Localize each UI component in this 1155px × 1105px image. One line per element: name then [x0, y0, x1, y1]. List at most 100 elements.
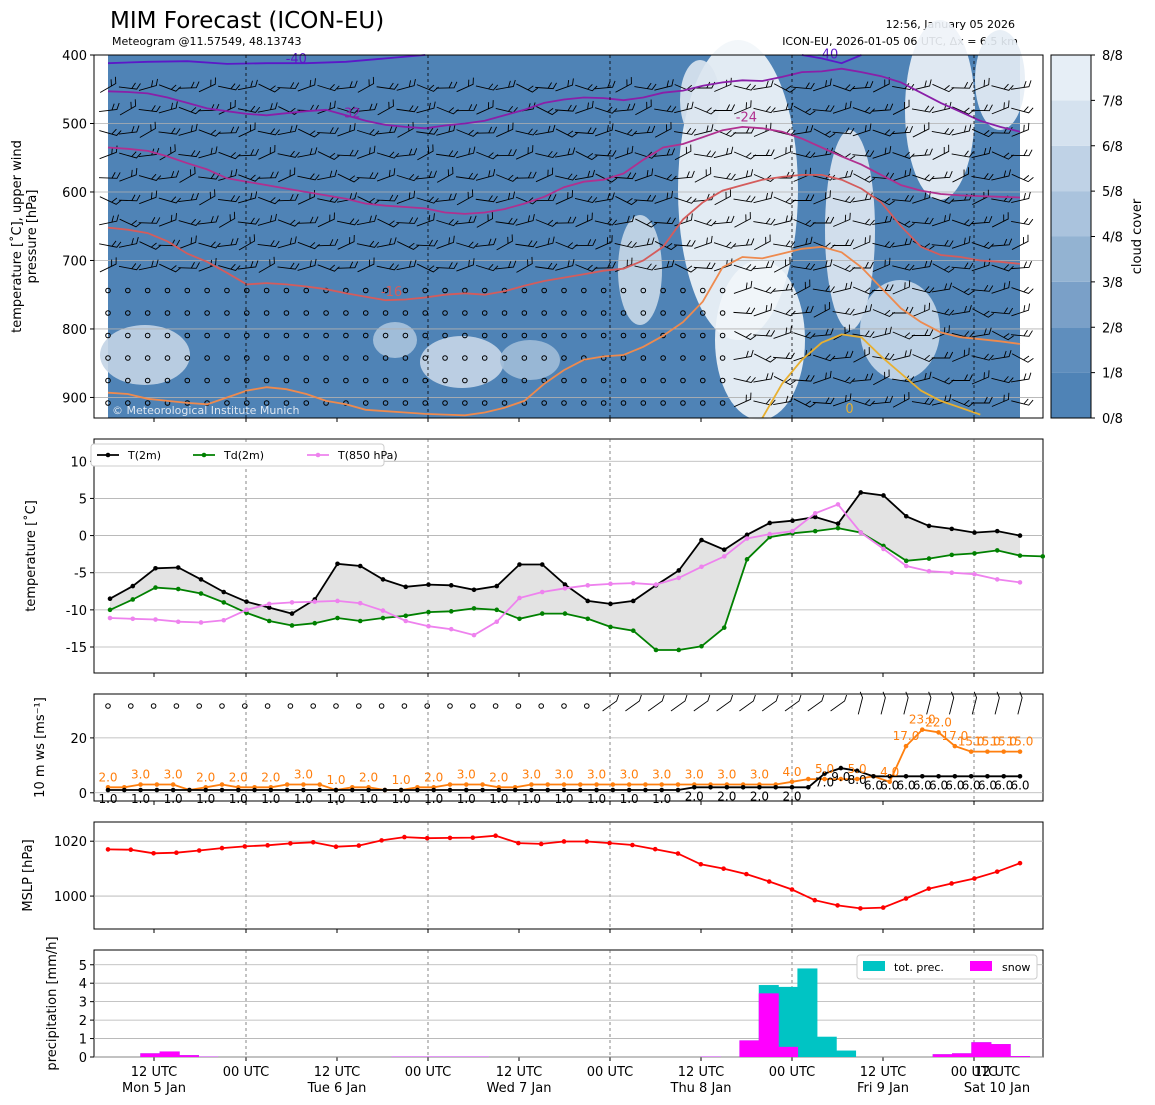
isotherm-label: 0 — [845, 402, 853, 417]
wind-barb — [158, 127, 181, 135]
snow-bar — [971, 1042, 992, 1057]
series-point — [403, 613, 409, 619]
mean-wind-value-label: 8.0 — [848, 773, 867, 787]
wind-barb — [991, 350, 1012, 360]
wind-series-point — [854, 776, 860, 782]
cloud-cover-area — [680, 60, 720, 140]
wind-series-point — [724, 784, 730, 790]
mslp-point — [584, 839, 590, 844]
wind-barb — [793, 105, 816, 116]
wind-series-point — [447, 782, 453, 787]
calm-wind-circle — [224, 332, 230, 339]
wind-barb — [278, 167, 296, 183]
calm-wind-circle — [362, 287, 369, 294]
mslp-point — [356, 843, 362, 848]
wind-barb — [614, 103, 636, 112]
snow-bar — [178, 1055, 199, 1057]
wind-barb — [852, 286, 876, 295]
wind-barb — [99, 196, 122, 205]
wind-barb — [336, 261, 359, 269]
wind-barb — [138, 173, 162, 181]
wind-barb — [812, 285, 835, 293]
wind-barb — [813, 78, 832, 92]
calm-wind-circle — [105, 400, 111, 406]
wind-barb — [515, 145, 534, 160]
wind-barb — [872, 284, 894, 291]
wind-barb — [1011, 353, 1034, 363]
wind-barb — [971, 327, 992, 338]
mean-wind-value-label: 6.0 — [945, 778, 964, 792]
wind-series-point — [577, 782, 583, 787]
wind-barb — [376, 194, 399, 202]
calm-wind-circle — [164, 287, 171, 294]
calm-wind-circle — [680, 332, 686, 339]
wind-series-point — [382, 787, 388, 793]
mslp-point — [265, 843, 270, 848]
wind-barb — [376, 82, 399, 90]
wind-barb — [784, 694, 802, 712]
gust-value-label: 2.0 — [98, 770, 117, 784]
series-point — [107, 607, 113, 613]
wind-barb — [951, 305, 972, 315]
x-tick-label: 00 UTC — [405, 1065, 451, 1080]
calm-wind-circle — [581, 332, 587, 339]
wind-series-point — [805, 776, 811, 782]
wind-series-point — [903, 774, 909, 779]
wind-barb — [926, 691, 932, 715]
wind-barb — [872, 395, 894, 405]
mslp-point — [835, 903, 840, 908]
mslp-y-tick-label: 1000 — [54, 890, 87, 905]
wind-barb — [932, 376, 955, 385]
wind-barb — [475, 169, 496, 181]
mslp-point — [151, 850, 156, 856]
series-point — [357, 563, 363, 569]
wind-barb — [139, 121, 156, 138]
wind-barb — [297, 78, 316, 92]
wind-barb — [217, 126, 240, 134]
wind-series-point — [659, 782, 665, 787]
calm-wind-circle — [521, 377, 528, 384]
series-point — [903, 558, 909, 564]
wind-barb — [872, 352, 895, 360]
mean-wind-value-label: 1.0 — [522, 792, 541, 806]
wind-barb — [931, 394, 952, 406]
wind-series-point — [838, 776, 844, 782]
wind-series-point — [773, 784, 779, 790]
calm-wind-circle — [561, 377, 567, 384]
calm-wind-circle — [581, 400, 587, 406]
wind-barb — [813, 128, 836, 138]
wind-barb — [773, 309, 796, 317]
wind-barb — [991, 212, 1009, 228]
wind-barb — [991, 151, 1014, 160]
calm-wind-circle — [243, 310, 250, 316]
series-point — [585, 616, 591, 622]
mslp-point — [926, 886, 932, 891]
wind-barb — [951, 81, 974, 89]
wind-barb — [535, 167, 554, 183]
series-point — [994, 528, 1000, 534]
calm-wind-circle — [224, 377, 230, 384]
series-point — [289, 623, 295, 628]
series-point — [471, 587, 477, 593]
wind-barb — [693, 694, 711, 712]
mean-wind-value-label: 1.0 — [98, 792, 117, 806]
wind-barb — [971, 146, 992, 158]
wind-barb — [218, 168, 238, 181]
series-point — [426, 623, 431, 629]
calm-wind-circle — [442, 400, 448, 406]
legend-label: tot. prec. — [894, 961, 944, 974]
calm-wind-circle — [481, 355, 488, 361]
series-point — [585, 598, 591, 604]
gust-value-label: 2.0 — [359, 770, 378, 784]
wind-barb — [793, 151, 816, 159]
wind-barb — [912, 122, 930, 138]
calm-wind-circle — [343, 310, 349, 316]
wind-barb — [99, 214, 119, 226]
wind-barb — [555, 147, 576, 158]
wind-barb — [198, 146, 218, 159]
wind-frame — [93, 693, 1044, 802]
wind-barb — [436, 124, 456, 136]
wind-barb — [515, 171, 537, 179]
calm-wind-circle — [303, 377, 310, 384]
